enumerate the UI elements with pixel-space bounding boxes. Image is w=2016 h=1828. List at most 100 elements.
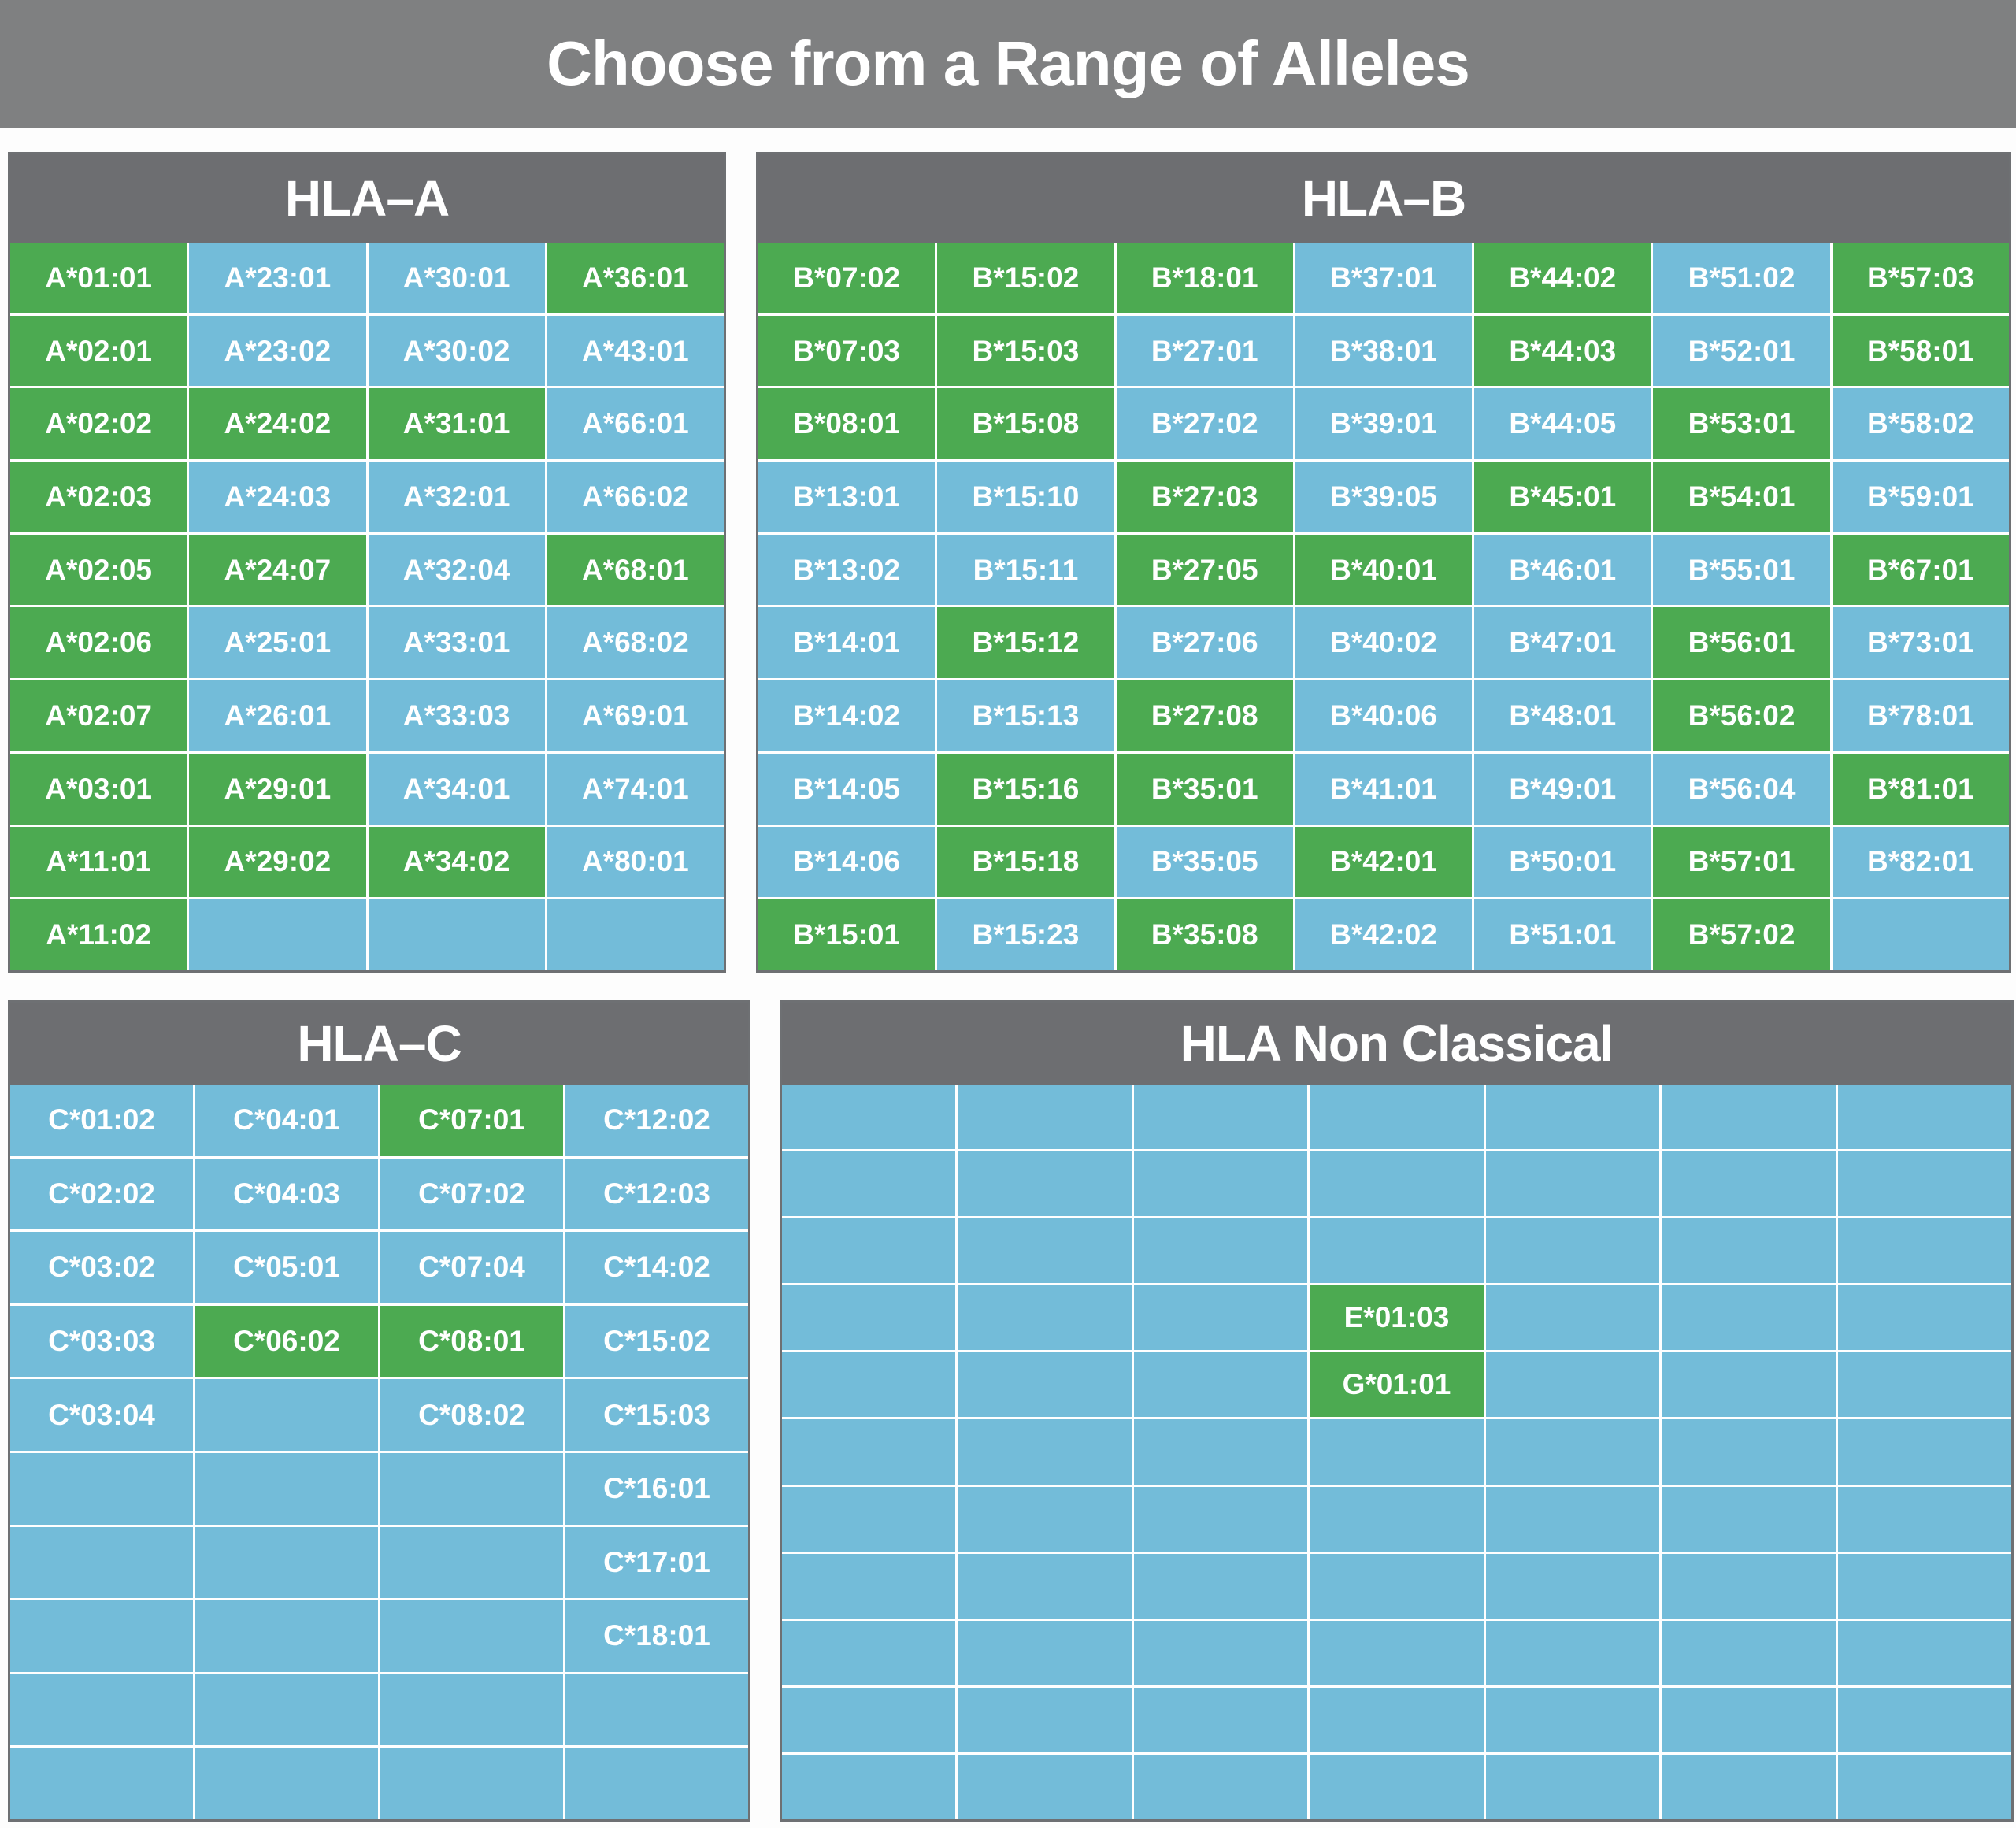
allele-cell[interactable]: A*30:02 [368,315,545,387]
allele-cell[interactable]: C*02:02 [10,1158,193,1230]
allele-cell[interactable]: A*32:04 [368,534,545,606]
allele-cell[interactable]: B*39:05 [1295,462,1473,532]
allele-cell[interactable]: B*56:02 [1653,680,1830,751]
allele-cell[interactable]: B*53:01 [1653,388,1830,460]
allele-cell[interactable]: A*69:01 [547,680,724,751]
allele-cell[interactable]: B*35:08 [1116,899,1293,970]
allele-cell[interactable]: B*14:02 [758,680,936,751]
allele-cell[interactable]: B*38:01 [1295,315,1473,387]
allele-cell[interactable]: A*24:02 [189,388,366,460]
allele-cell[interactable]: B*15:10 [937,462,1114,532]
allele-cell[interactable]: C*15:02 [565,1305,748,1377]
allele-cell[interactable]: A*02:01 [10,315,187,387]
allele-cell[interactable]: B*49:01 [1474,753,1651,825]
allele-cell[interactable]: A*33:01 [368,607,545,679]
allele-cell[interactable]: C*07:04 [380,1232,563,1303]
allele-cell[interactable]: A*74:01 [547,753,724,825]
allele-cell[interactable]: B*40:06 [1295,680,1473,751]
allele-cell[interactable]: B*15:11 [937,534,1114,606]
allele-cell[interactable]: B*15:13 [937,680,1114,751]
allele-cell[interactable]: A*02:02 [10,388,187,460]
allele-cell[interactable]: B*08:01 [758,388,936,460]
allele-cell[interactable]: A*11:02 [10,899,187,970]
allele-cell[interactable]: B*37:01 [1295,243,1473,313]
allele-cell[interactable]: A*24:03 [189,462,366,532]
allele-cell[interactable]: B*27:08 [1116,680,1293,751]
allele-cell[interactable]: C*03:03 [10,1305,193,1377]
allele-cell[interactable]: B*52:01 [1653,315,1830,387]
allele-cell[interactable]: C*04:03 [195,1158,378,1230]
allele-cell[interactable]: B*15:02 [937,243,1114,313]
allele-cell[interactable]: B*15:01 [758,899,936,970]
allele-cell[interactable]: B*13:01 [758,462,936,532]
allele-cell[interactable]: B*07:03 [758,315,936,387]
allele-cell[interactable]: B*44:02 [1474,243,1651,313]
allele-cell[interactable]: A*43:01 [547,315,724,387]
allele-cell[interactable]: A*34:01 [368,753,545,825]
allele-cell[interactable]: A*23:01 [189,243,366,313]
allele-cell[interactable]: B*27:05 [1116,534,1293,606]
allele-cell[interactable]: A*02:03 [10,462,187,532]
allele-cell[interactable]: B*35:05 [1116,826,1293,898]
allele-cell[interactable]: C*18:01 [565,1600,748,1672]
allele-cell[interactable]: C*15:03 [565,1379,748,1451]
allele-cell[interactable]: B*56:01 [1653,607,1830,679]
allele-cell[interactable]: B*18:01 [1116,243,1293,313]
allele-cell[interactable]: B*39:01 [1295,388,1473,460]
allele-cell[interactable]: A*31:01 [368,388,545,460]
allele-cell[interactable]: C*12:03 [565,1158,748,1230]
allele-cell[interactable]: B*15:23 [937,899,1114,970]
allele-cell[interactable]: B*40:01 [1295,534,1473,606]
allele-cell[interactable]: A*30:01 [368,243,545,313]
allele-cell[interactable]: A*01:01 [10,243,187,313]
allele-cell[interactable]: B*48:01 [1474,680,1651,751]
allele-cell[interactable]: A*02:05 [10,534,187,606]
allele-cell[interactable]: A*68:02 [547,607,724,679]
allele-cell[interactable]: B*15:03 [937,315,1114,387]
allele-cell[interactable]: B*15:18 [937,826,1114,898]
allele-cell[interactable]: C*05:01 [195,1232,378,1303]
allele-cell[interactable]: B*15:12 [937,607,1114,679]
allele-cell[interactable]: B*47:01 [1474,607,1651,679]
allele-cell[interactable]: B*46:01 [1474,534,1651,606]
allele-cell[interactable]: B*15:16 [937,753,1114,825]
allele-cell[interactable]: B*14:06 [758,826,936,898]
allele-cell[interactable]: B*15:08 [937,388,1114,460]
allele-cell[interactable]: C*08:02 [380,1379,563,1451]
allele-cell[interactable]: C*06:02 [195,1305,378,1377]
allele-cell[interactable]: A*11:01 [10,826,187,898]
allele-cell[interactable]: B*13:02 [758,534,936,606]
allele-cell[interactable]: A*32:01 [368,462,545,532]
allele-cell[interactable]: B*45:01 [1474,462,1651,532]
allele-cell[interactable]: B*67:01 [1832,534,2009,606]
allele-cell[interactable]: C*07:02 [380,1158,563,1230]
allele-cell[interactable]: B*44:05 [1474,388,1651,460]
allele-cell[interactable]: B*27:01 [1116,315,1293,387]
allele-cell[interactable]: A*25:01 [189,607,366,679]
allele-cell[interactable]: B*27:02 [1116,388,1293,460]
allele-cell[interactable]: A*29:01 [189,753,366,825]
allele-cell[interactable]: B*73:01 [1832,607,2009,679]
allele-cell[interactable]: B*14:05 [758,753,936,825]
allele-cell[interactable]: A*66:01 [547,388,724,460]
allele-cell[interactable]: A*02:06 [10,607,187,679]
allele-cell[interactable]: A*66:02 [547,462,724,532]
allele-cell[interactable]: A*68:01 [547,534,724,606]
allele-cell[interactable]: B*55:01 [1653,534,1830,606]
allele-cell[interactable]: C*03:04 [10,1379,193,1451]
allele-cell[interactable]: B*07:02 [758,243,936,313]
allele-cell[interactable]: B*82:01 [1832,826,2009,898]
allele-cell[interactable]: B*35:01 [1116,753,1293,825]
allele-cell[interactable]: E*01:03 [1310,1285,1484,1351]
allele-cell[interactable]: B*42:01 [1295,826,1473,898]
allele-cell[interactable]: C*14:02 [565,1232,748,1303]
allele-cell[interactable]: B*50:01 [1474,826,1651,898]
allele-cell[interactable]: B*51:02 [1653,243,1830,313]
allele-cell[interactable]: C*12:02 [565,1085,748,1156]
allele-cell[interactable]: A*29:02 [189,826,366,898]
allele-cell[interactable]: B*27:03 [1116,462,1293,532]
allele-cell[interactable]: B*56:04 [1653,753,1830,825]
allele-cell[interactable]: B*78:01 [1832,680,2009,751]
allele-cell[interactable]: A*33:03 [368,680,545,751]
allele-cell[interactable]: C*03:02 [10,1232,193,1303]
